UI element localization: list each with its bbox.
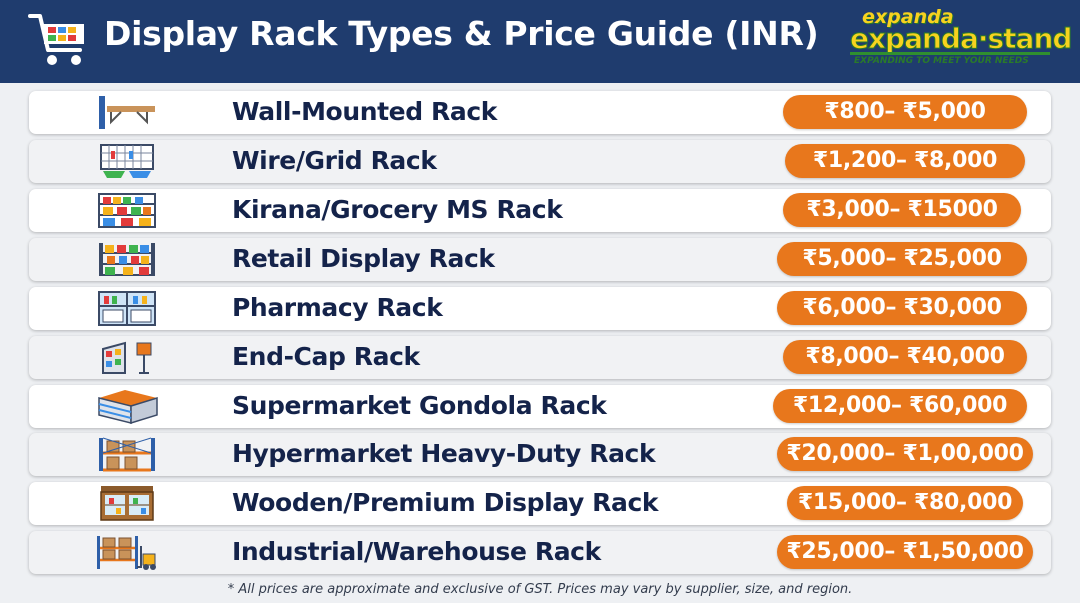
price-badge: ₹5,000– ₹25,000 [777,242,1027,276]
rack-name: Retail Display Rack [232,244,495,273]
rack-row: Hypermarket Heavy-Duty Rack ₹20,000– ₹1,… [29,433,1051,476]
rack-row: Industrial/Warehouse Rack ₹25,000– ₹1,50… [29,531,1051,574]
price-badge: ₹15,000– ₹80,000 [787,486,1023,520]
price-badge: ₹1,200– ₹8,000 [785,144,1025,178]
rack-row: End-Cap Rack ₹8,000– ₹40,000 [29,336,1051,379]
rack-name: Wooden/Premium Display Rack [232,488,659,517]
rack-row: Wire/Grid Rack ₹1,200– ₹8,000 [29,140,1051,183]
rack-name: Wall-Mounted Rack [232,97,497,126]
rack-row: Kirana/Grocery MS Rack ₹3,000– ₹15000 [29,189,1051,232]
logo-main-text: expanda·stand [849,22,1072,56]
end-cap-icon [102,341,152,374]
header-bar: Display Rack Types & Price Guide (INR) e… [0,0,1080,83]
rack-name: Supermarket Gondola Rack [232,391,607,420]
price-badge: ₹800– ₹5,000 [783,95,1027,129]
logo-top-text: expanda [862,6,954,28]
grocery-rack-icon [98,193,156,228]
wire-grid-icon [100,144,154,178]
wall-shelf-icon [99,96,155,129]
rack-row: Wall-Mounted Rack ₹800– ₹5,000 [29,91,1051,134]
footnote: * All prices are approximate and exclusi… [227,582,853,597]
price-badge: ₹12,000– ₹60,000 [773,389,1027,423]
logo-underline [850,52,1050,55]
price-badge: ₹3,000– ₹15000 [783,193,1021,227]
rack-name: Industrial/Warehouse Rack [232,537,601,566]
price-badge: ₹25,000– ₹1,50,000 [777,535,1033,569]
heavy-duty-rack-icon [99,437,155,472]
rack-name: Wire/Grid Rack [232,146,437,175]
rack-name: Hypermarket Heavy-Duty Rack [232,439,656,468]
price-badge: ₹6,000– ₹30,000 [777,291,1027,325]
page-title: Display Rack Types & Price Guide (INR) [104,14,819,53]
rack-name: Kirana/Grocery MS Rack [232,195,563,224]
shopping-cart-icon [28,14,84,65]
pharmacy-cabinet-icon [98,291,156,326]
rack-row: Wooden/Premium Display Rack ₹15,000– ₹80… [29,482,1051,525]
rack-row: Retail Display Rack ₹5,000– ₹25,000 [29,238,1051,281]
price-badge: ₹20,000– ₹1,00,000 [777,437,1033,471]
rack-name: Pharmacy Rack [232,293,443,322]
retail-rack-icon [99,243,155,276]
price-badge: ₹8,000– ₹40,000 [783,340,1027,374]
logo-tagline: EXPANDING TO MEET YOUR NEEDS [854,56,1029,66]
rack-row: Supermarket Gondola Rack ₹12,000– ₹60,00… [29,385,1051,428]
warehouse-forklift-icon [97,536,156,570]
brand-logo: expanda expanda·stand EXPANDING TO MEET … [848,6,1072,74]
rack-name: End-Cap Rack [232,342,420,371]
gondola-icon [98,390,158,425]
wooden-cabinet-icon [100,486,154,521]
rack-row: Pharmacy Rack ₹6,000– ₹30,000 [29,287,1051,330]
